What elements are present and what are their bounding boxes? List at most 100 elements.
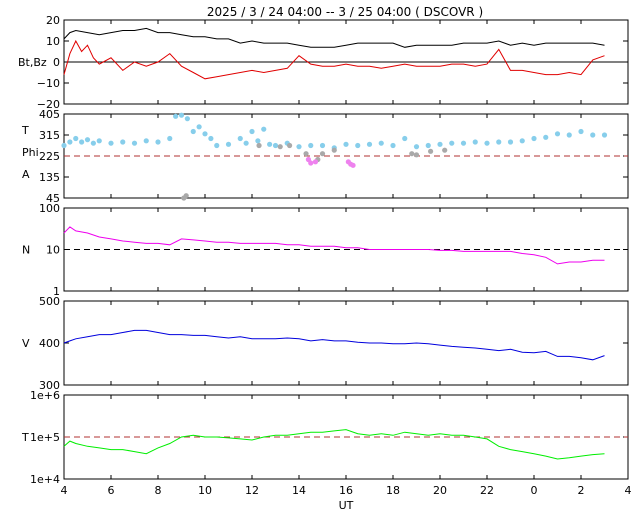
data-point-phi_toward	[413, 152, 420, 158]
data-point-theta	[79, 139, 85, 145]
data-point-theta	[202, 131, 208, 137]
data-point-theta	[73, 135, 79, 142]
x-tick-label: 20	[433, 484, 447, 497]
data-point-theta	[184, 116, 190, 122]
data-point-theta	[196, 124, 202, 130]
data-point-phi_toward	[409, 151, 415, 157]
data-point-theta	[378, 140, 384, 146]
data-point-theta	[590, 132, 596, 138]
data-point-theta	[267, 141, 273, 147]
data-point-theta	[190, 128, 196, 135]
x-tick-label: 4	[625, 484, 632, 497]
data-point-theta	[437, 141, 443, 147]
data-point-theta	[519, 138, 525, 144]
data-point-theta	[143, 138, 149, 144]
data-point-phi_toward	[319, 151, 326, 157]
y-tick-label: 400	[39, 337, 60, 350]
data-point-theta	[543, 134, 549, 140]
data-point-theta	[255, 138, 261, 144]
x-tick-label: 4	[61, 484, 68, 497]
y-tick-label: 405	[39, 108, 60, 121]
y-tick-label: 1e+4	[30, 473, 60, 486]
y-tick-label: 45	[46, 192, 60, 205]
series-line-speed	[63, 329, 605, 361]
x-tick-label: 0	[531, 484, 538, 497]
chart-title: 2025 / 3 / 24 04:00 -- 3 / 25 04:00 ( DS…	[207, 5, 483, 19]
data-point-theta	[272, 142, 279, 149]
data-point-theta	[460, 140, 467, 146]
data-point-theta	[296, 144, 302, 150]
data-point-theta	[343, 141, 349, 147]
series-line-temperature	[63, 429, 605, 460]
data-point-theta	[355, 142, 361, 149]
data-point-theta	[243, 140, 249, 146]
y-tick-label: 225	[39, 150, 60, 163]
y-tick-label: 20	[46, 14, 60, 27]
x-tick-label: 2	[578, 484, 585, 497]
data-point-theta	[390, 142, 396, 149]
y-tick-label: 135	[39, 171, 60, 184]
x-axis: 4 6 8 10 12 14 16 18 20 22 0 2 4	[61, 484, 632, 497]
x-tick-label: 22	[480, 484, 494, 497]
data-point-theta	[178, 112, 185, 118]
data-point-phi_away	[350, 162, 356, 168]
data-point-phi_toward	[256, 142, 262, 149]
data-point-theta	[402, 135, 408, 142]
data-point-theta	[208, 135, 214, 142]
series-line-bt	[63, 27, 605, 48]
y-tick-label: 315	[39, 129, 60, 142]
data-point-theta	[249, 128, 255, 135]
x-tick-label: 6	[108, 484, 115, 497]
data-point-theta	[566, 132, 572, 138]
x-tick-label: 16	[339, 484, 353, 497]
data-point-theta	[472, 139, 478, 145]
y-tick-label: −10	[37, 77, 60, 90]
panel-field_angles: 405 315 225 135 45 T Phi A	[21, 108, 629, 205]
data-point-phi_toward	[442, 147, 448, 153]
data-point-theta	[531, 135, 537, 142]
data-point-phi_toward	[331, 147, 337, 153]
data-point-theta	[496, 139, 502, 145]
data-point-theta	[214, 142, 220, 149]
data-point-theta	[120, 139, 126, 145]
y-axis-label: A	[22, 168, 30, 181]
data-point-phi_toward	[277, 144, 283, 150]
data-point-theta	[601, 132, 608, 138]
x-tick-label: 10	[198, 484, 212, 497]
panel-temperature: 1e+6 1e+5 1e+4 T	[21, 389, 629, 486]
data-point-theta	[61, 142, 67, 149]
data-point-phi_away	[308, 160, 314, 166]
data-point-theta	[84, 137, 91, 143]
y-tick-label: 500	[39, 295, 60, 308]
y-axis-label: T	[21, 124, 29, 137]
x-tick-label: 8	[155, 484, 162, 497]
data-point-theta	[554, 131, 561, 137]
data-point-phi_toward	[183, 193, 189, 199]
data-point-theta	[167, 135, 173, 142]
panel-speed: 500 400 300 V	[22, 295, 629, 392]
y-tick-label: 1e+6	[30, 389, 60, 402]
y-axis-label: N	[22, 244, 30, 257]
chart-panels: 20100−10−20Bt,Bz40531522513545TPhiA10010…	[18, 14, 629, 486]
y-axis-label: T	[21, 431, 29, 444]
data-point-theta	[507, 139, 514, 145]
data-point-theta	[131, 140, 138, 146]
x-tick-label: 12	[245, 484, 259, 497]
y-tick-label: 1e+5	[30, 431, 60, 444]
data-point-theta	[261, 126, 267, 132]
y-axis-label: Bt,Bz	[18, 56, 47, 69]
data-point-theta	[155, 139, 161, 145]
data-point-theta	[108, 140, 114, 146]
x-tick-label: 14	[292, 484, 306, 497]
y-tick-label: 100	[39, 202, 60, 215]
data-point-phi_toward	[287, 142, 293, 149]
y-tick-label: 10	[46, 244, 60, 257]
panel-density: 100 10 1 N	[22, 202, 629, 298]
series-line-bz	[63, 39, 605, 80]
data-point-theta	[173, 113, 179, 119]
x-tick-label: 18	[386, 484, 400, 497]
data-point-theta	[225, 141, 232, 147]
y-tick-label: 300	[39, 379, 60, 392]
x-axis-label: UT	[339, 499, 354, 512]
